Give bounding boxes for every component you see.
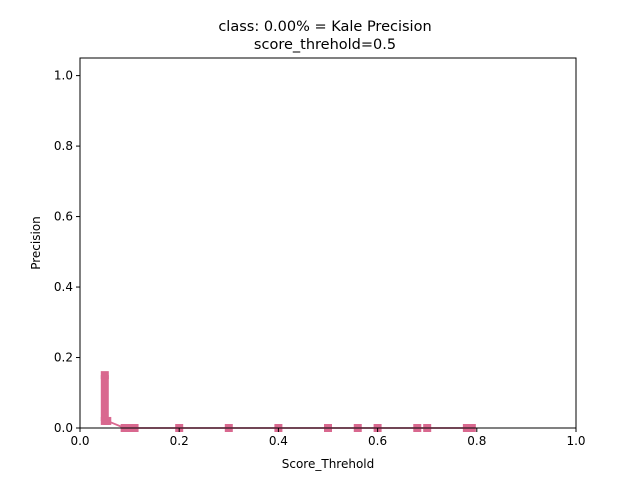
x-tick-label: 0.0 [70, 434, 89, 448]
precision-line [103, 375, 472, 429]
y-tick-label: 1.0 [54, 69, 73, 83]
y-tick-label: 0.6 [54, 210, 73, 224]
chart-title: class: 0.00% = Kale Precision [218, 19, 431, 35]
x-tick-label: 0.4 [269, 434, 288, 448]
x-tick-label: 1.0 [566, 434, 585, 448]
x-axis-label: Score_Threhold [282, 457, 375, 471]
y-axis-ticks: 0.0 0.2 0.4 0.6 0.8 1.0 [54, 69, 80, 435]
plot-frame [79, 57, 577, 429]
y-axis-label: Precision [29, 216, 43, 270]
y-tick-label: 0.8 [54, 139, 73, 153]
x-tick-label: 0.8 [467, 434, 486, 448]
x-tick-label: 0.6 [368, 434, 387, 448]
x-tick-label: 0.2 [170, 434, 189, 448]
y-tick-label: 0.4 [54, 280, 73, 294]
y-tick-label: 0.2 [54, 351, 73, 365]
x-axis-ticks: 0.0 0.2 0.4 0.6 0.8 1.0 [70, 428, 586, 448]
y-tick-label: 0.0 [54, 421, 73, 435]
plot-layer [100, 371, 476, 432]
chart-subtitle: score_threhold=0.5 [254, 37, 396, 53]
